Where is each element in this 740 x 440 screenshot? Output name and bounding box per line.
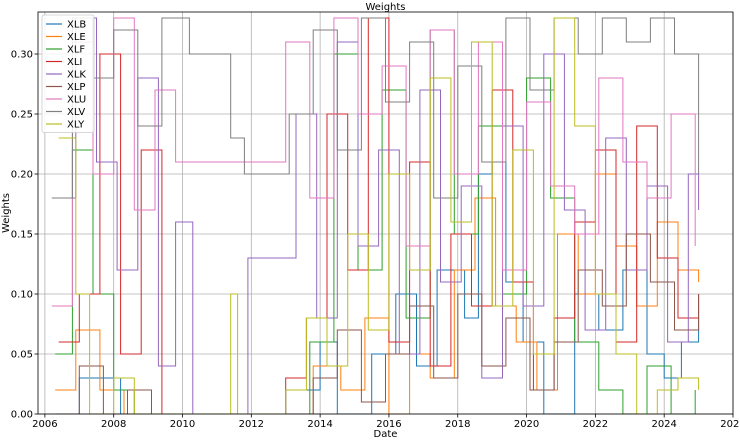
x-tick-label: 2012 bbox=[239, 419, 264, 430]
x-tick-label: 2010 bbox=[170, 419, 195, 430]
y-tick-label: 0.10 bbox=[11, 290, 33, 301]
y-tick-label: 0.00 bbox=[11, 410, 33, 421]
x-tick-label: 2014 bbox=[307, 419, 332, 430]
x-tick-label: 2006 bbox=[32, 419, 57, 430]
x-tick-label: 2020 bbox=[514, 419, 539, 430]
y-tick-label: 0.25 bbox=[11, 110, 33, 121]
legend-label-xlp: XLP bbox=[67, 82, 85, 93]
series-layer bbox=[51, 17, 700, 414]
y-tick-label: 0.05 bbox=[11, 350, 33, 361]
plot-frame bbox=[37, 11, 734, 415]
x-tick-label: 2022 bbox=[583, 419, 608, 430]
legend-label-xlv: XLV bbox=[67, 107, 85, 118]
legend-label-xly: XLY bbox=[67, 120, 85, 131]
x-tick-label: 2024 bbox=[651, 419, 676, 430]
legend-label-xli: XLI bbox=[67, 57, 82, 68]
y-tick-label: 0.30 bbox=[11, 50, 33, 61]
x-tick-label: 2018 bbox=[445, 419, 470, 430]
series-line-xlk bbox=[55, 17, 700, 414]
x-tick-label: 2008 bbox=[101, 419, 126, 430]
legend-box bbox=[41, 14, 95, 133]
series-line-xly bbox=[58, 17, 700, 414]
legend-label-xlu: XLU bbox=[67, 95, 86, 106]
legend-label-xlk: XLK bbox=[67, 70, 86, 81]
series-line-xlu bbox=[51, 17, 696, 307]
x-tick-label: 2016 bbox=[376, 419, 401, 430]
y-tick-label: 0.15 bbox=[11, 230, 33, 241]
y-axis-title: Weights bbox=[1, 193, 12, 233]
tick-layer: 2006 2008 2010 2012 2014 2016 2018 2020 2022 2024… bbox=[11, 50, 740, 431]
series-line-xlv bbox=[51, 17, 700, 199]
legend-label-xle: XLE bbox=[67, 32, 86, 43]
x-tick-label: 2026 bbox=[720, 419, 740, 430]
chart-title: Weights bbox=[365, 2, 405, 13]
series-line-xle bbox=[55, 173, 700, 414]
series-line-xlp bbox=[55, 233, 700, 414]
legend-label-xlb: XLB bbox=[67, 20, 86, 31]
y-tick-label: 0.20 bbox=[11, 170, 33, 181]
x-axis-title: Date bbox=[374, 429, 398, 440]
legend-label-xlf: XLF bbox=[67, 45, 85, 56]
